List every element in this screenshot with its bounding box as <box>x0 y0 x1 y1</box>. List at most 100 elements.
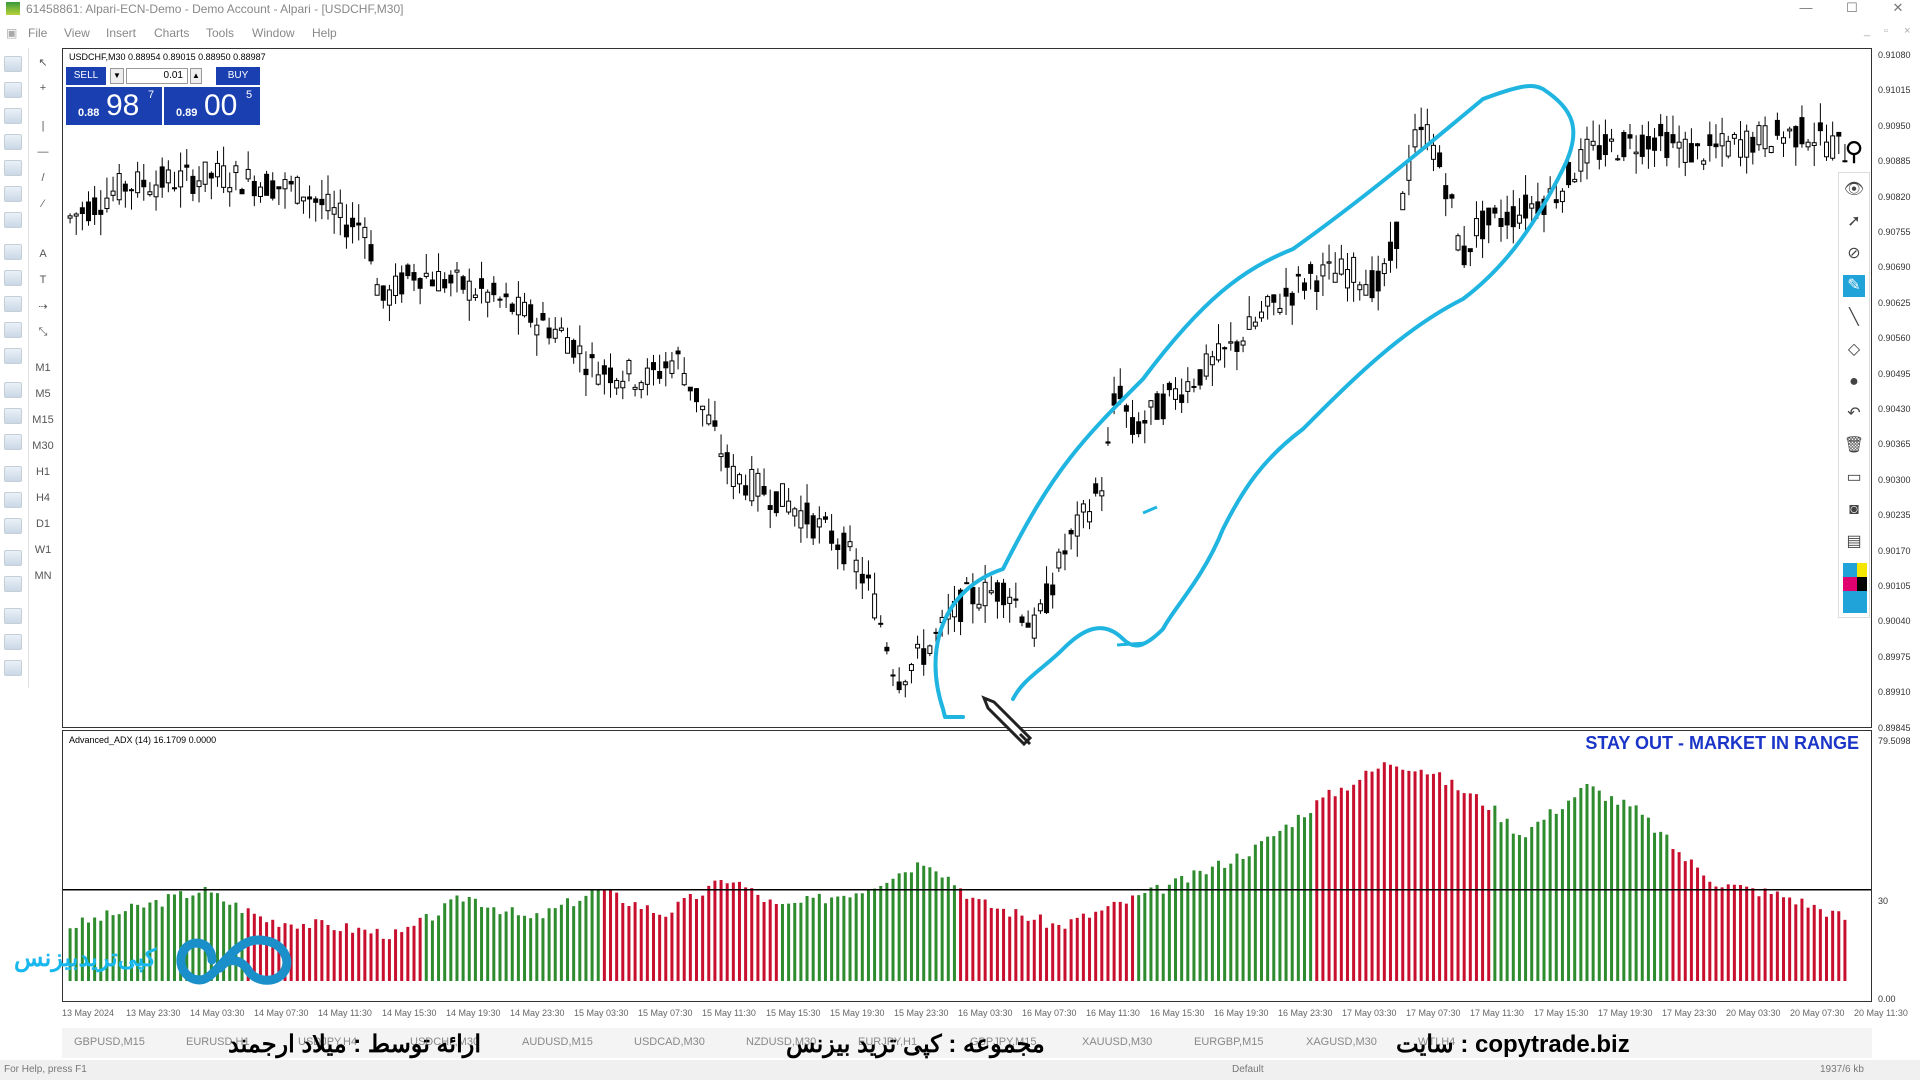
symbol-tab[interactable]: XAUUSD,M30 <box>1082 1036 1153 1048</box>
timeframe-mn[interactable]: MN <box>34 570 52 582</box>
market-icon[interactable] <box>4 348 22 364</box>
camera-icon[interactable]: ◙ <box>1849 501 1859 518</box>
lot-down-button[interactable]: ▼ <box>110 68 124 84</box>
bar-chart-icon[interactable] <box>4 382 22 398</box>
candle <box>638 380 644 399</box>
menu-tools[interactable]: Tools <box>206 26 235 40</box>
mdi-close-button[interactable]: × <box>1904 25 1911 37</box>
timeframe-h1[interactable]: H1 <box>35 466 51 478</box>
menu-file[interactable]: File <box>28 26 48 40</box>
buy-price-box[interactable]: 0.89 00 5 <box>164 87 260 125</box>
timeframe-m30[interactable]: M30 <box>32 440 54 452</box>
arrows-tool-icon[interactable]: ⤡ <box>38 326 48 338</box>
vertical-line-tool-icon[interactable]: | <box>41 120 45 132</box>
templates-icon[interactable] <box>4 660 22 676</box>
symbol-tab[interactable]: USDJPY,H4 <box>298 1036 358 1048</box>
symbol-tab[interactable]: USDCHF,M30 <box>410 1036 480 1048</box>
trendline-tool-icon[interactable]: / <box>41 172 45 184</box>
timeframe-m5[interactable]: M5 <box>35 388 51 400</box>
timeframe-d1[interactable]: D1 <box>35 518 51 530</box>
color-swatch-magenta[interactable] <box>1843 577 1857 591</box>
menu-view[interactable]: View <box>64 26 90 40</box>
mdi-restore-button[interactable]: ▫ <box>1884 25 1888 37</box>
eraser-icon[interactable]: ◇ <box>1847 341 1861 358</box>
symbol-tab[interactable]: GBPUSD,M15 <box>74 1036 145 1048</box>
menu-insert[interactable]: Insert <box>106 26 137 40</box>
timeframe-m1[interactable]: M1 <box>35 362 51 374</box>
color-swatch-yellow[interactable] <box>1857 563 1867 577</box>
candle <box>79 201 85 231</box>
crosshair-tool-icon[interactable]: + <box>39 82 47 94</box>
new-chart-icon[interactable] <box>4 56 22 72</box>
zoom-out-icon[interactable] <box>4 492 22 508</box>
symbol-tab[interactable]: EURGBP,M15 <box>1194 1036 1264 1048</box>
timeframe-w1[interactable]: W1 <box>34 544 52 556</box>
navigator-icon[interactable] <box>4 134 22 150</box>
chart-shift-icon[interactable] <box>4 576 22 592</box>
buy-button[interactable]: BUY <box>216 67 260 85</box>
screen-icon[interactable]: ▭ <box>1846 469 1862 486</box>
adx-indicator-window[interactable]: Advanced_ADX (14) 16.1709 0.0000 STAY OU… <box>62 730 1872 1002</box>
location-pin-icon[interactable]: ⚲ <box>1844 136 1864 166</box>
pointer-icon[interactable]: ➚ <box>1847 213 1861 230</box>
menu-window[interactable]: Window <box>252 26 295 40</box>
signals-icon[interactable] <box>4 322 22 338</box>
candle <box>1461 225 1467 268</box>
fibonacci-tool-icon[interactable]: ⇢ <box>38 301 48 313</box>
channel-tool-icon[interactable]: ⁄ <box>42 198 44 210</box>
candle <box>1173 377 1179 410</box>
new-order-icon[interactable] <box>4 244 22 260</box>
market-watch-icon[interactable] <box>4 108 22 124</box>
pen-icon[interactable]: ╲ <box>1849 309 1859 326</box>
dot-icon[interactable]: ● <box>1849 373 1859 390</box>
tile-windows-icon[interactable] <box>4 518 22 534</box>
text-tool-icon[interactable]: A <box>39 248 47 260</box>
symbol-tab[interactable]: WTI,H4 <box>1418 1036 1456 1048</box>
text-label-tool-icon[interactable]: T <box>39 274 47 286</box>
horizontal-line-tool-icon[interactable]: — <box>37 146 49 158</box>
candle <box>448 270 454 297</box>
menu-charts[interactable]: Charts <box>154 26 190 40</box>
symbol-tab[interactable]: NZDUSD,M30 <box>746 1036 817 1048</box>
profiles-icon[interactable] <box>4 82 22 98</box>
eye-icon[interactable]: 👁 <box>1843 181 1865 198</box>
notes-icon[interactable]: ▤ <box>1846 533 1862 550</box>
marker-icon[interactable]: ✎ <box>1843 275 1865 297</box>
lot-up-button[interactable]: ▲ <box>190 68 202 84</box>
symbol-tab[interactable]: XAGUSD,M30 <box>1306 1036 1377 1048</box>
data-window-icon[interactable] <box>4 160 22 176</box>
sell-price-box[interactable]: 0.88 98 7 <box>66 87 162 125</box>
cursor-tool-icon[interactable]: ↖ <box>38 57 48 69</box>
sell-button[interactable]: SELL <box>66 67 106 85</box>
strategy-tester-icon[interactable] <box>4 212 22 228</box>
candlestick-icon[interactable] <box>4 408 22 424</box>
symbol-tab[interactable]: EURJPY,H1 <box>858 1036 918 1048</box>
color-swatch-cyan[interactable] <box>1843 563 1857 577</box>
metaeditor-icon[interactable] <box>4 270 22 286</box>
autotrading-icon[interactable] <box>4 296 22 312</box>
terminal-icon[interactable] <box>4 186 22 202</box>
symbol-tab[interactable]: USDCAD,M30 <box>634 1036 705 1048</box>
menu-help[interactable]: Help <box>312 26 337 40</box>
lot-size-input[interactable]: 0.01 <box>126 68 188 84</box>
line-chart-icon[interactable] <box>4 434 22 450</box>
zoom-in-icon[interactable] <box>4 466 22 482</box>
indicators-icon[interactable] <box>4 608 22 624</box>
mdi-minimize-button[interactable]: _ <box>1864 25 1871 37</box>
timeframe-m15[interactable]: M15 <box>32 414 54 426</box>
compass-icon[interactable]: ⊘ <box>1847 245 1861 262</box>
color-swatch-black[interactable] <box>1857 577 1867 591</box>
periods-icon[interactable] <box>4 634 22 650</box>
price-chart[interactable]: USDCHF,M30 0.88954 0.89015 0.88950 0.889… <box>62 48 1872 728</box>
autoscroll-icon[interactable] <box>4 550 22 566</box>
close-button[interactable]: ✕ <box>1892 0 1904 15</box>
minimize-button[interactable]: — <box>1799 0 1813 15</box>
maximize-button[interactable]: ☐ <box>1846 0 1858 15</box>
color-swatch-active[interactable] <box>1843 591 1867 613</box>
timeframe-h4[interactable]: H4 <box>35 492 51 504</box>
undo-icon[interactable]: ↶ <box>1847 405 1861 422</box>
symbol-tab[interactable]: GBPJPY,M15 <box>970 1036 1037 1048</box>
symbol-tab[interactable]: EURUSD,H1 <box>186 1036 250 1048</box>
symbol-tab[interactable]: AUDUSD,M15 <box>522 1036 593 1048</box>
trash-icon[interactable]: 🗑 <box>1843 437 1865 454</box>
